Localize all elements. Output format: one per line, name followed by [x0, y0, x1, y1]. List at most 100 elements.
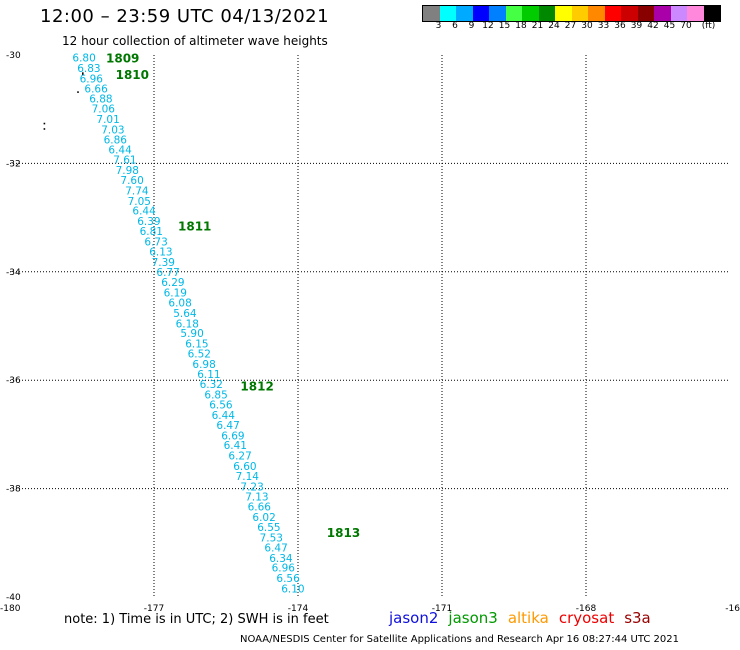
- satellite-altika: altika: [507, 609, 549, 627]
- lat-tick-label: -34: [6, 268, 21, 278]
- legend-label: (ft): [701, 21, 716, 31]
- legend-swatch: [703, 6, 720, 21]
- satellite-legend: jason2 jason3 altika cryosat s3a: [389, 609, 651, 627]
- swh-value: 6.44: [212, 410, 236, 422]
- land-dot: [77, 91, 79, 93]
- time-labels: 1809 1810 1811 1812 1813: [106, 52, 360, 540]
- swh-value: 6.80: [72, 53, 95, 65]
- swh-value: 6.15: [185, 338, 208, 350]
- swh-value: 6.34: [269, 553, 293, 565]
- swh-value: 7.13: [245, 492, 268, 504]
- time-label: 1810: [116, 68, 149, 82]
- land-dot: [43, 122, 46, 125]
- lat-tick-label: -38: [6, 485, 21, 495]
- swh-value: 6.88: [89, 93, 112, 105]
- swh-value: 6.66: [248, 501, 272, 513]
- swh-value: 6.10: [281, 583, 304, 595]
- swh-value: 6.52: [188, 349, 211, 361]
- legend-swatch: [456, 6, 473, 21]
- swh-value: 7.61: [113, 155, 136, 167]
- swh-value: 6.32: [200, 379, 223, 391]
- swh-value: 6.56: [276, 573, 300, 585]
- swh-value: 6.85: [204, 389, 227, 401]
- time-label: 1811: [178, 220, 211, 234]
- swh-value: 7.74: [125, 186, 149, 198]
- legend-swatch: [538, 6, 555, 21]
- legend-label: 3: [435, 21, 442, 31]
- legend-label: 21: [531, 21, 544, 31]
- legend-swatch: [670, 6, 687, 21]
- swh-value: 7.01: [96, 114, 119, 126]
- legend-label: 24: [548, 21, 560, 31]
- legend-label: 45: [663, 21, 676, 31]
- swh-value: 6.27: [228, 451, 251, 463]
- swh-value: 6.47: [216, 420, 239, 432]
- lon-tick-label: -171: [432, 604, 452, 614]
- swh-value: 6.41: [224, 440, 247, 452]
- note-text: note: 1) Time is in UTC; 2) SWH is in fe…: [64, 612, 329, 627]
- lat-tick-label: -36: [6, 376, 21, 386]
- satellite-s3a: s3a: [624, 609, 651, 627]
- lon-tick-label: -168: [576, 604, 597, 614]
- legend-label: 18: [515, 21, 527, 31]
- time-label: 1809: [106, 52, 139, 66]
- lon-tick-label: -177: [144, 604, 164, 614]
- swh-value: 6.08: [168, 298, 191, 310]
- swh-value: 6.29: [161, 277, 184, 289]
- swh-value: 6.60: [233, 461, 256, 473]
- swh-value: 6.66: [84, 84, 108, 96]
- swh-value: 6.96: [272, 563, 296, 575]
- time-label: 1812: [240, 380, 273, 394]
- legend-swatch: [439, 6, 456, 21]
- axis-labels: -30 -32 -34 -36 -38 -40-180 -177 -174 -171 -168 -1…: [0, 51, 740, 614]
- swh-value: 6.39: [137, 216, 160, 228]
- satellite-cryosat: cryosat: [558, 609, 615, 627]
- swh-value: 6.86: [104, 135, 128, 147]
- swh-value: 6.73: [144, 236, 167, 248]
- swh-value: 7.60: [120, 175, 143, 187]
- land-dots: [43, 72, 84, 130]
- swh-value: 6.44: [108, 144, 132, 156]
- map-title: 12:00 – 23:59 UTC 04/13/2021: [40, 6, 330, 27]
- map-grid: [10, 55, 730, 597]
- lat-tick-label: -40: [6, 593, 21, 603]
- legend-label: 36: [614, 21, 626, 31]
- swh-value: 6.13: [149, 247, 172, 259]
- legend-label: 27: [564, 21, 577, 31]
- legend-swatch: [637, 6, 654, 21]
- color-legend-bar: [422, 5, 721, 22]
- swh-value: 6.69: [221, 430, 244, 442]
- time-label: 1813: [327, 526, 360, 540]
- legend-label: 9: [468, 21, 475, 31]
- swh-value: 6.55: [257, 522, 280, 534]
- legend-swatch: [571, 6, 588, 21]
- legend-label: 70: [680, 21, 692, 31]
- legend-label: 30: [581, 21, 593, 31]
- swh-value: 6.02: [252, 512, 275, 524]
- swh-value: 7.39: [152, 257, 175, 269]
- satellite-jason3: jason3: [448, 609, 498, 627]
- legend-swatch: [505, 6, 522, 21]
- swh-value: 7.23: [240, 481, 263, 493]
- legend-swatch: [423, 6, 440, 21]
- swh-value: 7.06: [92, 104, 116, 116]
- swh-value: 7.03: [101, 124, 124, 136]
- legend-label: 33: [597, 21, 610, 31]
- legend-swatch: [621, 6, 638, 21]
- swh-value: 6.47: [264, 543, 287, 555]
- swh-value: 6.96: [80, 73, 104, 85]
- legend-label: 15: [498, 21, 511, 31]
- swh-value: 6.11: [197, 369, 220, 381]
- lon-tick-label: -180: [0, 604, 21, 614]
- lat-tick-label: -30: [6, 51, 21, 61]
- legend-label: 42: [647, 21, 659, 31]
- swh-value: 7.14: [236, 471, 260, 483]
- swh-value: 6.98: [192, 359, 215, 371]
- satellite-jason2: jason2: [389, 609, 439, 627]
- legend-swatch: [654, 6, 671, 21]
- swh-value: 7.05: [128, 196, 151, 208]
- legend-label: 39: [630, 21, 643, 31]
- swh-value: 7.53: [260, 532, 283, 544]
- map-subtitle: 12 hour collection of altimeter wave hei…: [62, 34, 328, 48]
- swh-value: 6.44: [132, 206, 156, 218]
